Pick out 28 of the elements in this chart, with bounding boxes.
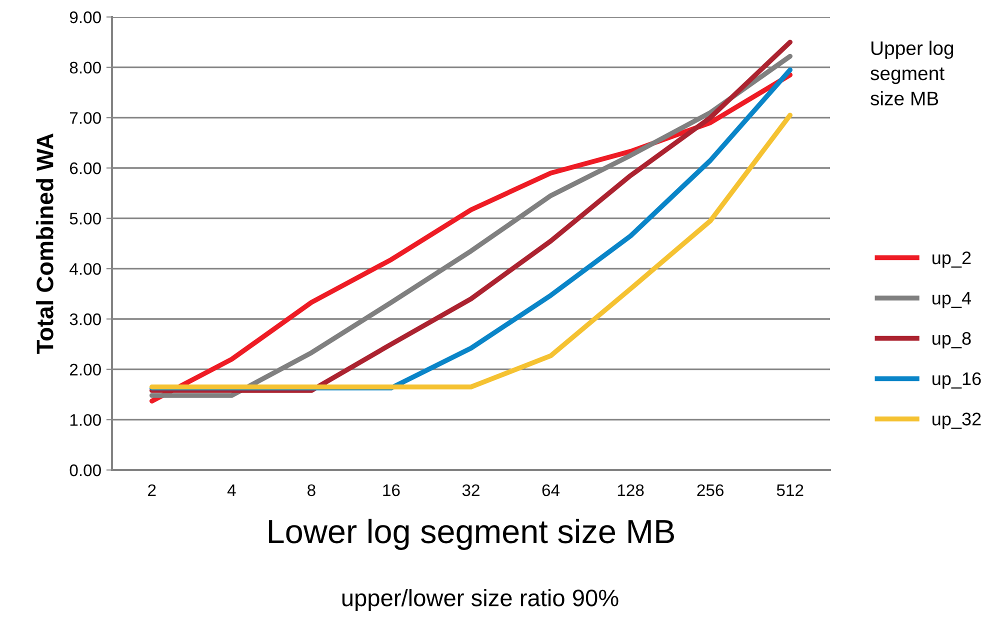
y-tick-label: 9.00: [70, 11, 101, 24]
x-tick-label: 256: [697, 484, 724, 496]
x-tick-label: 4: [227, 484, 236, 496]
y-tick-label: 3.00: [70, 313, 101, 326]
legend-label: up_32: [932, 412, 981, 430]
x-tick-label: 16: [383, 484, 400, 496]
legend-label: up_2: [932, 251, 971, 268]
y-tick-label: 7.00: [70, 112, 101, 124]
x-tick-label: 2: [148, 484, 156, 496]
y-tick-label: 6.00: [70, 162, 101, 174]
legend-label: up_8: [932, 332, 971, 348]
x-tick-label: 128: [618, 484, 644, 496]
y-tick-label: 2.00: [70, 364, 101, 376]
text: upper/lower size ratio 90%: [342, 588, 618, 612]
y-tick-label: 4.00: [70, 263, 101, 275]
y-axis-title: Total Combined WA: [36, 133, 54, 354]
y-tick-label: 1.00: [70, 414, 101, 426]
legend-label: up_4: [932, 292, 972, 308]
x-tick-label: 64: [542, 484, 560, 496]
y-tick-label: 8.00: [70, 62, 101, 74]
x-axis-title: Lower log segment size MB: [269, 518, 674, 550]
legend-label: up_16: [932, 372, 981, 389]
x-tick-label: 32: [462, 484, 480, 496]
legend-title: Upper log segment size MB: [870, 40, 954, 106]
y-tick-label: 5.00: [70, 212, 101, 225]
x-tick-label: 8: [308, 484, 316, 496]
y-tick-label: 0.00: [70, 464, 101, 476]
x-tick-label: 512: [776, 484, 804, 496]
